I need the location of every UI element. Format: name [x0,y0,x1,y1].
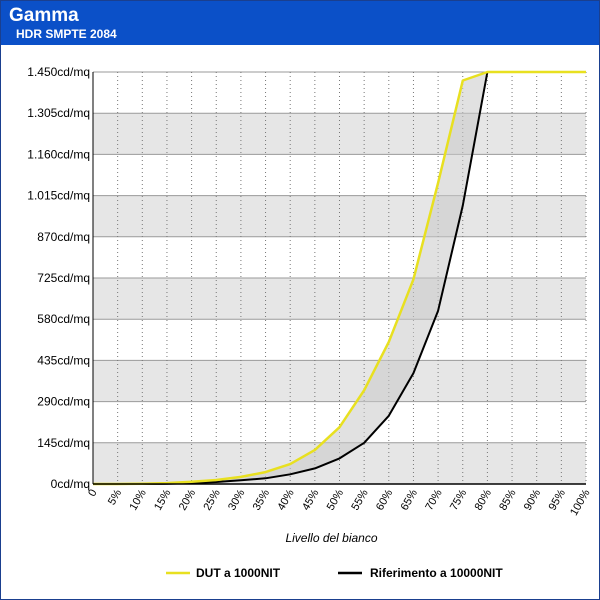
x-tick-label: 70% [423,487,445,512]
x-tick-label: 10% [127,487,149,512]
y-tick-label: 1.450cd/mq [27,65,90,79]
x-tick-label: 20% [177,487,199,512]
x-tick-label: 75% [448,487,470,512]
y-tick-label: 1.305cd/mq [27,106,90,120]
x-tick-label: 0 [86,488,99,499]
chart-subtitle: HDR SMPTE 2084 [16,27,117,41]
plot-band [93,319,586,361]
x-tick-label: 100% [568,487,593,518]
x-tick-label: 80% [473,487,495,512]
legend: DUT a 1000NIT Riferimento a 10000NIT [166,566,503,580]
y-tick-label: 145cd/mq [37,436,90,450]
fill-between-series [93,72,586,484]
x-tick-label: 25% [201,487,223,512]
x-axis-label: Livello del bianco [285,531,377,545]
x-tick-label: 45% [300,487,322,512]
plot-band [93,236,586,278]
y-tick-label: 1.015cd/mq [27,189,90,203]
y-tick-label: 725cd/mq [37,271,90,285]
x-tick-label: 85% [497,487,519,512]
x-tick-label: 90% [522,487,544,512]
x-tick-label: 55% [349,487,371,512]
x-tick-label: 50% [325,487,347,512]
x-tick-label: 35% [251,487,273,512]
y-tick-label: 435cd/mq [37,353,90,367]
y-tick-label: 580cd/mq [37,312,90,326]
x-tick-label: 95% [547,487,569,512]
x-tick-label: 40% [275,487,297,512]
x-tick-label: 5% [106,487,124,507]
y-tick-label: 290cd/mq [37,395,90,409]
x-tick-labels: 0 5% 10% 15% 20% 25% 30% 35% 40% 45% 50% 55% 60% 65% 7… [86,487,593,518]
y-tick-label: 1.160cd/mq [27,147,90,161]
y-tick-label: 870cd/mq [37,230,90,244]
x-tick-label: 30% [226,487,248,512]
x-tick-label: 65% [399,487,421,512]
y-tick-label: 0cd/mq [51,477,90,491]
x-tick-label: 15% [152,487,174,512]
chart-title: Gamma [9,5,79,26]
legend-label-dut: DUT a 1000NIT [196,566,281,580]
legend-label-riferimento: Riferimento a 10000NIT [370,566,503,580]
series-line-dut [93,70,586,486]
y-tick-labels: 0cd/mq 145cd/mq 290cd/mq 435cd/mq 580cd/mq 72… [27,65,90,491]
x-tick-label: 60% [374,487,396,512]
chart-header: Gamma HDR SMPTE 2084 [1,1,599,45]
